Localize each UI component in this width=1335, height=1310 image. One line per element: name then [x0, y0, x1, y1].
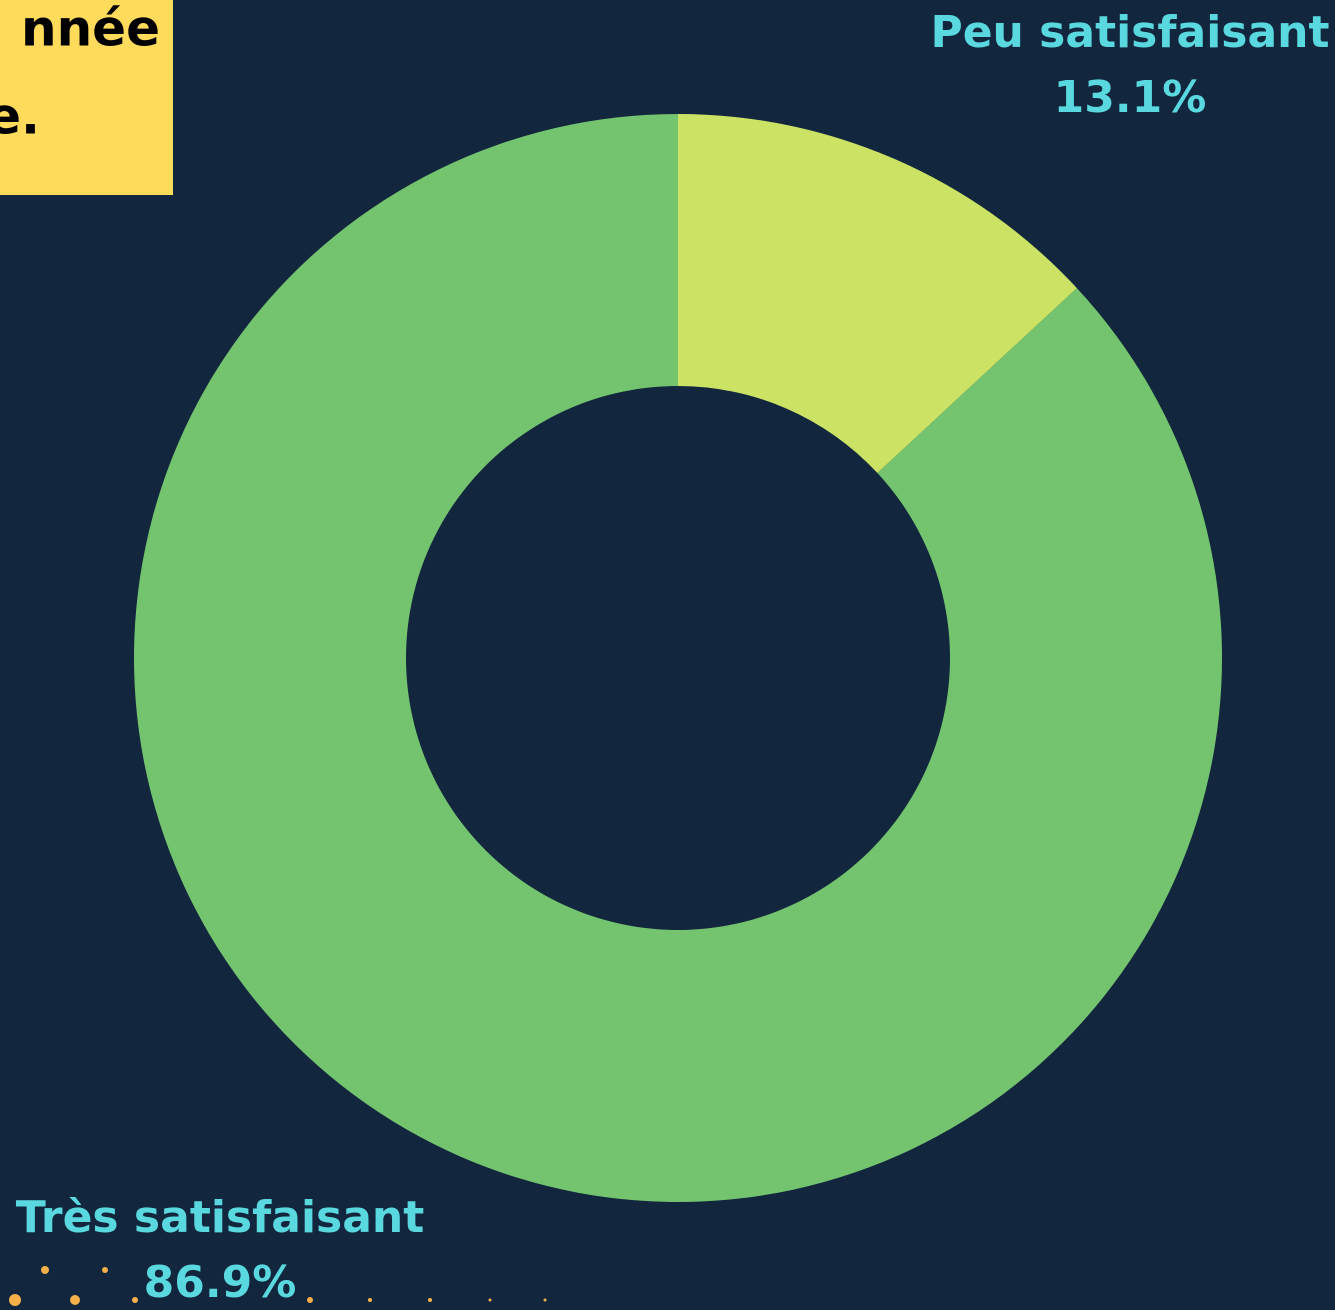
value-label: 13.1% — [1054, 72, 1207, 123]
chart-title: e. — [0, 88, 40, 146]
slice-label: Peu satisfaisant — [930, 7, 1329, 58]
donut-slice — [134, 114, 1223, 1202]
donut-slice — [678, 114, 1077, 474]
slice-label: Très satisfaisant — [16, 1192, 425, 1243]
title-box — [0, 0, 173, 195]
decoration — [9, 1266, 547, 1306]
chart-title: nnée — [21, 0, 160, 58]
value-label: 86.9% — [144, 1257, 297, 1308]
